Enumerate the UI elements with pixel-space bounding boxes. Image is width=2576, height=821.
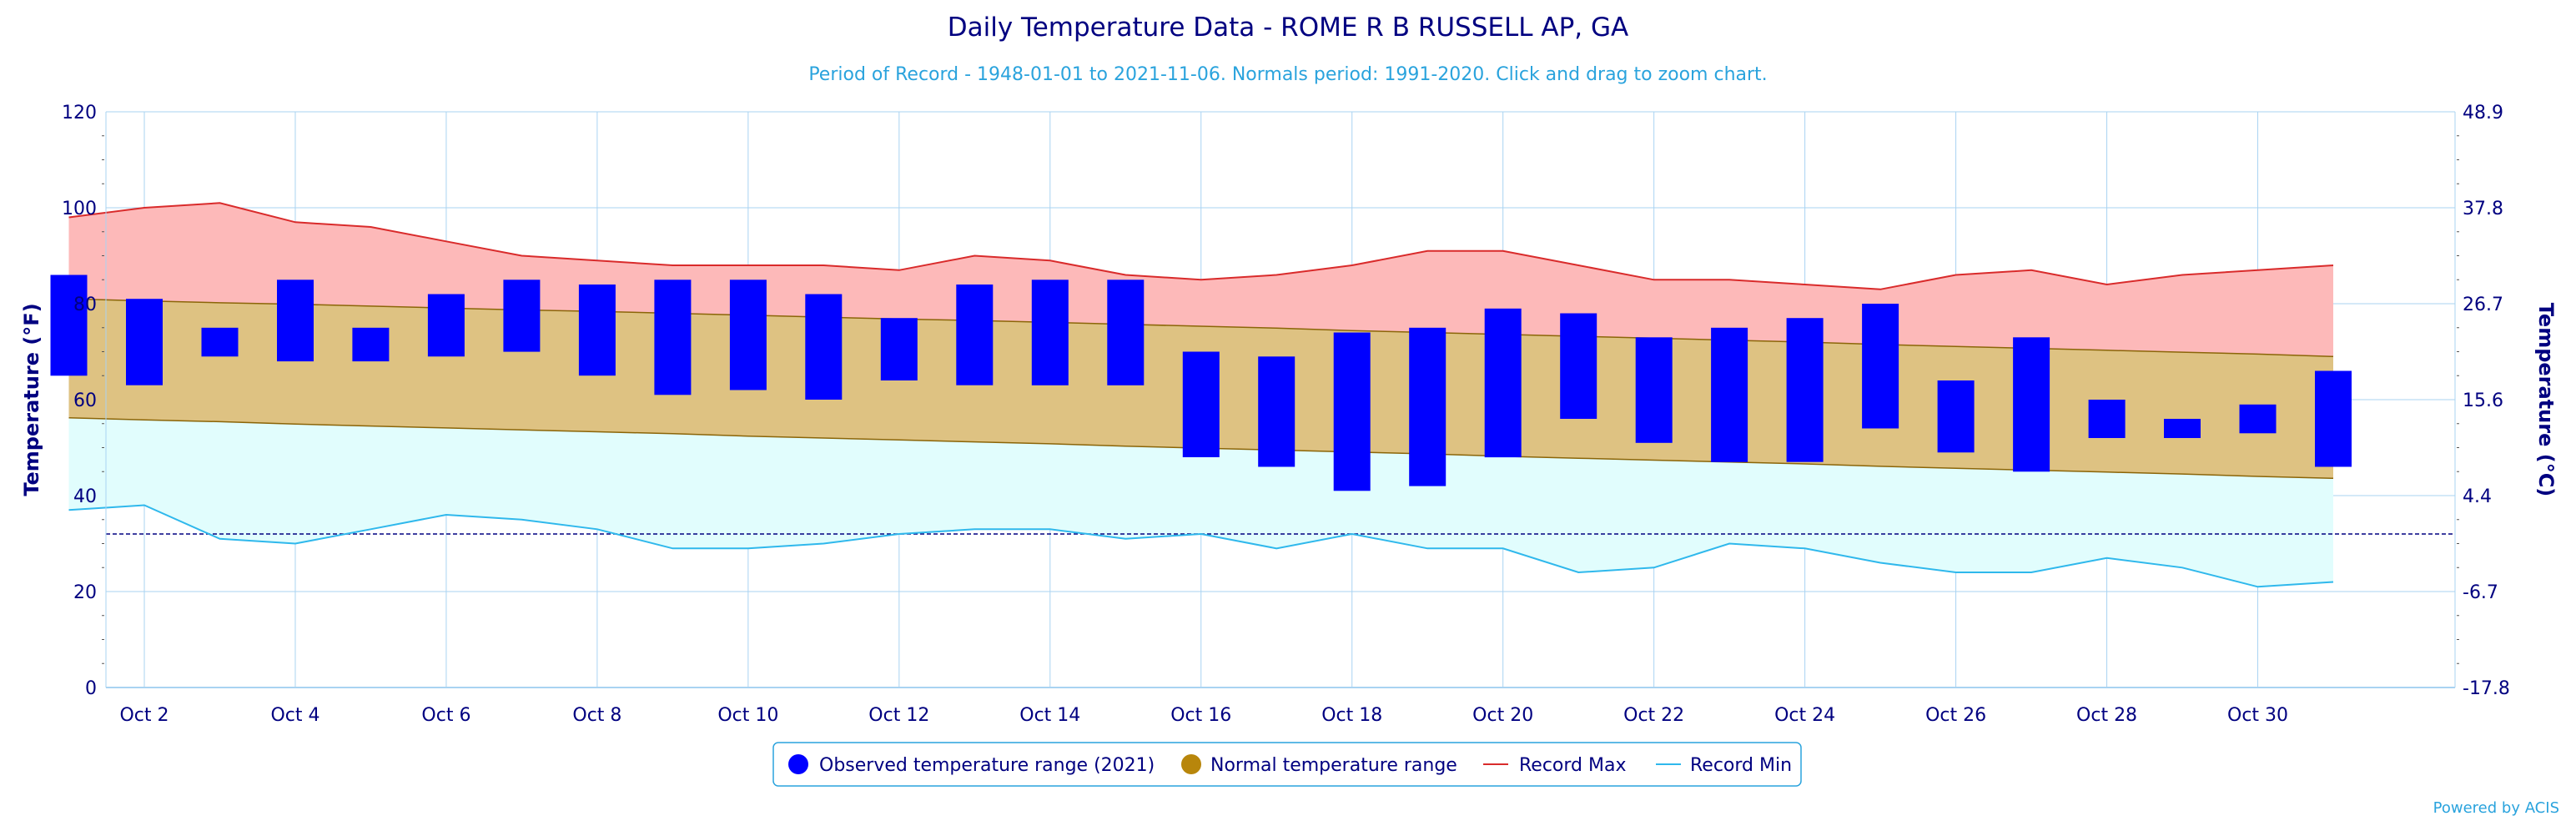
y-axis-title-right: Temperature (°C)	[2534, 303, 2558, 497]
y-axis-title-left: Temperature (°F)	[20, 303, 43, 496]
powered-by-acis-link[interactable]: Powered by ACIS	[2433, 799, 2559, 817]
y-tick-label-right: 48.9	[2463, 103, 2503, 123]
observed-bar[interactable]	[1786, 318, 1824, 462]
observed-bar[interactable]	[503, 280, 541, 352]
observed-bar[interactable]	[1409, 327, 1446, 486]
observed-bar[interactable]	[578, 285, 616, 376]
observed-bar[interactable]	[2315, 370, 2352, 467]
observed-bar[interactable]	[1182, 351, 1220, 458]
legend-observed-marker	[788, 754, 808, 774]
x-tick-label: Oct 14	[1019, 705, 1080, 726]
x-tick-label: Oct 2	[119, 705, 169, 726]
observed-bar[interactable]	[654, 280, 692, 395]
observed-bar[interactable]	[277, 280, 314, 362]
observed-bar[interactable]	[50, 275, 88, 376]
y-tick-label-right: 37.8	[2463, 199, 2503, 219]
y-tick-label-right: 15.6	[2463, 390, 2503, 411]
y-tick-label-right: -17.8	[2463, 678, 2510, 699]
observed-bar[interactable]	[956, 285, 994, 385]
x-tick-label: Oct 16	[1170, 705, 1231, 726]
x-tick-label: Oct 12	[868, 705, 929, 726]
observed-bar[interactable]	[1711, 327, 1748, 462]
observed-bar[interactable]	[2088, 400, 2126, 438]
y-tick-label-right: -6.7	[2463, 582, 2498, 603]
y-tick-label-left: 20	[73, 582, 97, 603]
x-tick-label: Oct 22	[1623, 705, 1684, 726]
y-tick-label-left: 0	[85, 678, 97, 699]
observed-bar[interactable]	[1560, 313, 1597, 420]
legend-normal-label: Normal temperature range	[1210, 755, 1457, 776]
x-tick-label: Oct 18	[1321, 705, 1382, 726]
legend-observed-label: Observed temperature range (2021)	[819, 755, 1155, 776]
legend-normal-marker	[1181, 754, 1201, 774]
observed-bar[interactable]	[1635, 337, 1673, 443]
y-tick-label-left: 40	[73, 486, 97, 507]
legend-box	[772, 742, 1802, 787]
legend-record-max-label: Record Max	[1519, 755, 1627, 776]
observed-bar[interactable]	[1031, 280, 1069, 385]
x-tick-label: Oct 28	[2076, 705, 2137, 726]
legend-record-min-label: Record Min	[1690, 755, 1792, 776]
observed-bar[interactable]	[1107, 280, 1145, 385]
chart-subtitle: Period of Record - 1948-01-01 to 2021-11…	[808, 64, 1767, 85]
x-tick-label: Oct 8	[572, 705, 621, 726]
x-tick-label: Oct 6	[421, 705, 470, 726]
y-tick-label-left: 100	[62, 199, 97, 219]
y-tick-label-left: 80	[73, 295, 97, 315]
observed-bar[interactable]	[201, 327, 239, 357]
observed-bars	[50, 275, 2352, 491]
observed-bar[interactable]	[126, 299, 163, 385]
x-tick-label: Oct 4	[270, 705, 319, 726]
observed-bar[interactable]	[2239, 404, 2277, 434]
observed-bar[interactable]	[1484, 308, 1522, 458]
observed-bar[interactable]	[1862, 304, 1899, 429]
observed-bar[interactable]	[2013, 337, 2050, 472]
observed-bar[interactable]	[1333, 332, 1371, 491]
y-tick-label-left: 60	[73, 390, 97, 411]
record-min-line	[68, 504, 2334, 588]
y-tick-label-right: 26.7	[2463, 295, 2503, 315]
x-tick-label: Oct 30	[2227, 705, 2288, 726]
record-min-band	[68, 417, 2333, 587]
x-tick-label: Oct 24	[1774, 705, 1835, 726]
x-tick-label: Oct 26	[1925, 705, 1986, 726]
observed-bar[interactable]	[352, 327, 390, 362]
observed-bar[interactable]	[805, 294, 843, 400]
record-lines	[68, 202, 2455, 588]
x-tick-label: Oct 10	[717, 705, 778, 726]
y-tick-label-left: 120	[62, 103, 97, 123]
observed-bar[interactable]	[427, 294, 465, 357]
observed-bar[interactable]	[729, 280, 767, 390]
record-max-line	[68, 202, 2334, 290]
observed-bar[interactable]	[2164, 419, 2201, 438]
x-tick-label: Oct 20	[1472, 705, 1533, 726]
legend: Observed temperature range (2021) Normal…	[772, 742, 1802, 787]
chart-title: Daily Temperature Data - ROME R B RUSSEL…	[948, 13, 1628, 43]
observed-bar[interactable]	[880, 318, 918, 380]
axes: 0 20 40 60 80 100 120 -17.8 -6.7 4.4 15.6 26.7 37.8 4…	[62, 103, 2510, 726]
observed-bar[interactable]	[1258, 356, 1296, 467]
y-tick-label-right: 4.4	[2463, 486, 2492, 507]
observed-bar[interactable]	[1937, 380, 1975, 453]
